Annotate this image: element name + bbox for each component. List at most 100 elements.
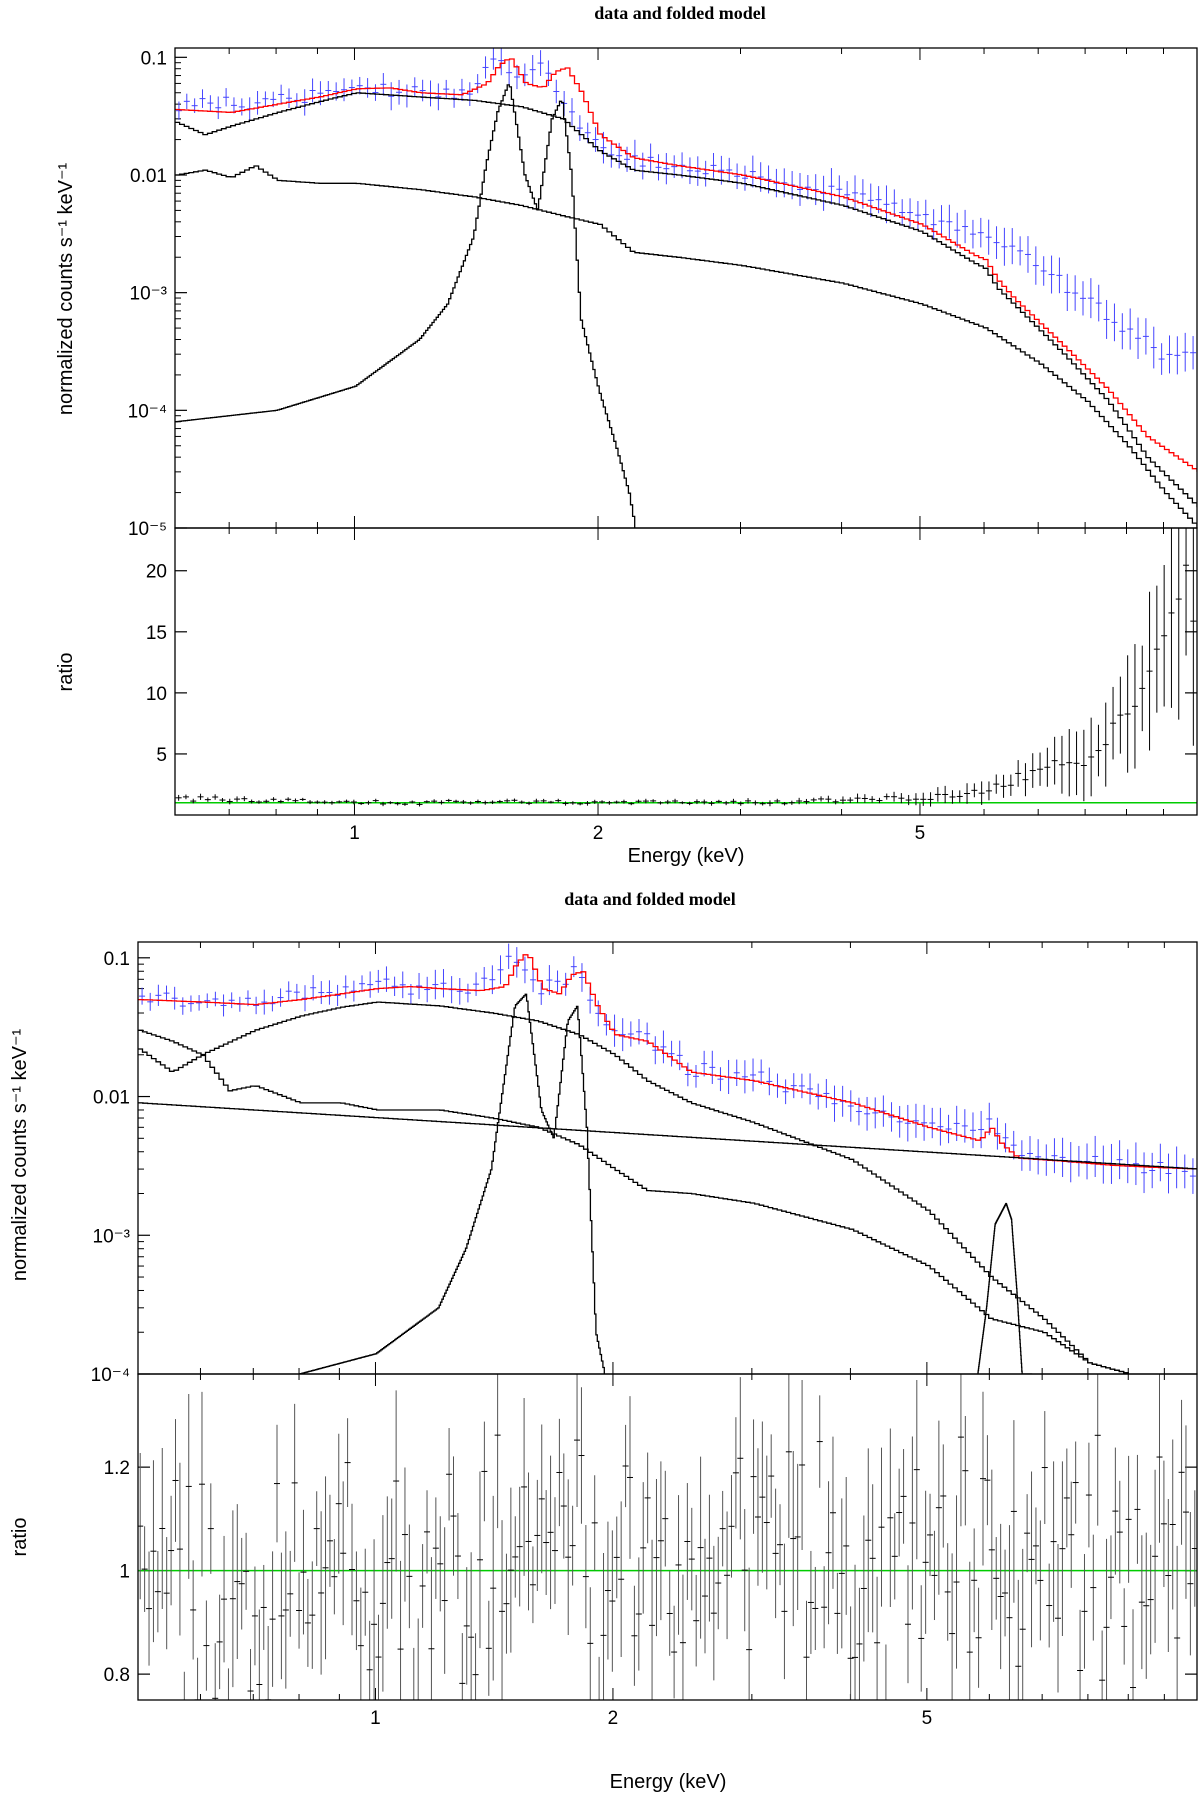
ratio-point	[966, 1561, 973, 1700]
ratio-point	[781, 1543, 788, 1680]
ratio-point	[291, 1403, 298, 1562]
data-point	[576, 115, 583, 141]
ratio-point	[1182, 1425, 1189, 1599]
ratio-point	[905, 794, 912, 806]
ratio-point	[993, 774, 1000, 794]
ratio-point	[1088, 717, 1095, 797]
ratio-point	[777, 1504, 784, 1586]
ratio-point	[190, 798, 197, 804]
ratio-point	[710, 1545, 717, 1681]
ratio-point	[424, 1490, 431, 1574]
ratio-point	[322, 1476, 329, 1660]
data-point	[1181, 1154, 1188, 1189]
data-point	[639, 152, 646, 180]
ratio-point	[847, 797, 854, 803]
ratio-ytick-label: 5	[156, 745, 167, 766]
ratio-point	[344, 1418, 351, 1507]
data-point	[660, 1030, 667, 1064]
data-point	[175, 101, 182, 120]
data-point	[710, 152, 717, 178]
ratio-point	[445, 798, 452, 803]
ratio-point	[358, 802, 365, 805]
ratio-point	[459, 1633, 466, 1700]
data-point	[261, 989, 268, 1015]
ratio-point	[273, 1424, 280, 1543]
ratio-point	[1022, 763, 1029, 797]
data-point	[592, 127, 599, 152]
ratio-point	[591, 1475, 598, 1571]
ratio-point	[198, 1391, 205, 1577]
ratio-point	[540, 798, 547, 803]
data-point	[367, 971, 374, 998]
ratio-point	[978, 781, 985, 805]
ratio-point	[1037, 752, 1044, 786]
figure-1-top-frame	[174, 47, 1198, 529]
data-point	[815, 1083, 822, 1110]
data-point	[388, 82, 395, 111]
ratio-point	[270, 797, 277, 802]
data-point	[553, 79, 560, 104]
ratio-point	[679, 801, 686, 805]
data-point	[1001, 227, 1008, 266]
ratio-point	[366, 1620, 373, 1700]
top-ytick-label: 10⁻³	[93, 1226, 131, 1247]
ratio-point	[401, 802, 408, 806]
data-point	[293, 983, 300, 1001]
data-point	[663, 153, 670, 185]
data-point	[285, 88, 292, 109]
ratio-point	[662, 1470, 669, 1567]
ratio-point	[453, 799, 460, 803]
ratio-point	[154, 1551, 161, 1633]
ratio-point	[413, 1647, 415, 1700]
ratio-point	[708, 801, 715, 806]
ratio-point	[481, 1421, 488, 1522]
ratio-point	[428, 1557, 435, 1700]
ratio-point	[1130, 1609, 1137, 1700]
ratio-point	[1146, 591, 1153, 751]
ratio-point	[190, 1560, 197, 1660]
ratio-point	[216, 1594, 223, 1690]
ratio-point	[1099, 1630, 1106, 1700]
ratio-point	[562, 801, 569, 806]
data-point	[391, 976, 398, 997]
ratio-point	[175, 794, 182, 801]
ratio-point	[446, 1428, 453, 1521]
ratio-point	[362, 1548, 369, 1636]
ratio-point	[860, 1515, 867, 1662]
data-point	[262, 91, 269, 107]
ratio-point	[526, 801, 533, 806]
ratio-point	[489, 800, 496, 805]
ratio-point	[664, 799, 671, 805]
ratio-point	[431, 799, 438, 804]
data-point	[489, 965, 496, 995]
data-point	[921, 1104, 928, 1141]
ratio-point	[604, 1521, 611, 1660]
ratio-point	[1002, 1549, 1009, 1637]
ratio-point	[146, 1551, 153, 1666]
ratio-point	[511, 798, 518, 803]
figure-1-top-ylabel: normalized counts s⁻¹ keV⁻¹	[55, 163, 77, 416]
data-point	[372, 84, 379, 101]
line-component-curve	[175, 84, 636, 528]
data-point	[946, 204, 953, 239]
ratio-point	[1019, 1548, 1026, 1700]
data-point	[228, 992, 235, 1009]
ratio-point	[397, 1560, 404, 1700]
data-point	[937, 1107, 944, 1146]
ratio-point	[547, 800, 554, 804]
data-point	[269, 995, 276, 1012]
ratio-point	[988, 1469, 995, 1631]
ratio-point	[212, 1643, 219, 1700]
ratio-point	[810, 797, 817, 803]
data-point	[1009, 228, 1016, 265]
ratio-point	[1051, 736, 1058, 785]
data-point	[896, 1105, 903, 1138]
ratio-point	[263, 799, 270, 804]
ratio-point	[741, 1509, 748, 1632]
ratio-point	[957, 1374, 964, 1527]
ratio-point	[953, 1495, 960, 1669]
data-point	[922, 199, 929, 230]
ratio-point	[618, 1501, 625, 1658]
ratio-point	[1174, 1545, 1181, 1700]
ratio-point	[1116, 1480, 1123, 1584]
